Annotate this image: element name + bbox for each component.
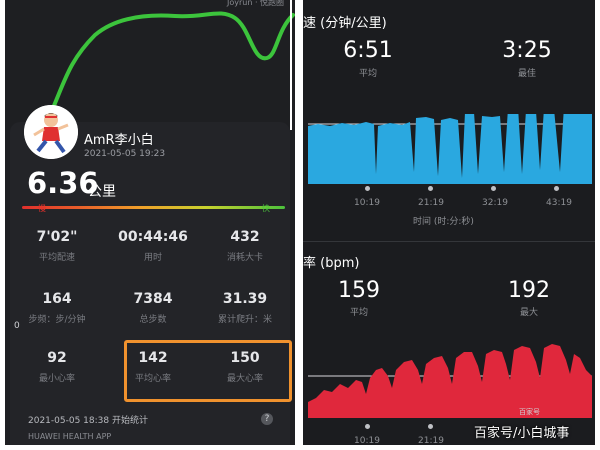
heart-avg-label: 平均 <box>349 308 368 318</box>
section-divider <box>303 241 595 242</box>
heart-x-tick: 10:19 <box>354 436 380 445</box>
x-axis-title: 时间 (时:分:秒) <box>413 217 474 227</box>
heart-rate-highlight-box <box>124 340 292 402</box>
pace-x-tick: 32:19 <box>482 198 508 208</box>
stat-value: 164 <box>42 291 72 307</box>
stat-elevation: 31.39 累计爬升：米 <box>202 291 288 325</box>
heart-rate-area <box>308 344 592 418</box>
source-app-label: HUAWEI HEALTH APP <box>28 432 112 441</box>
speed-gradient-bar <box>22 206 285 209</box>
stat-min-heart-rate: 92 最小心率 <box>14 350 100 384</box>
pace-x-tick: 21:19 <box>418 198 444 208</box>
stat-label: 消耗大卡 <box>226 253 263 263</box>
distance-unit: 公里 <box>88 184 116 200</box>
stat-value: 7384 <box>133 291 173 307</box>
pace-area <box>308 114 592 184</box>
stat-value: 00:44:46 <box>118 229 188 245</box>
help-icon[interactable]: ? <box>261 413 273 425</box>
stat-avg-heart-rate: 142 平均心率 <box>110 350 196 384</box>
stat-label: 平均心率 <box>134 374 171 384</box>
stat-label: 最大心率 <box>226 374 263 384</box>
x-axis-dot <box>428 424 433 429</box>
x-axis-dot <box>491 186 496 191</box>
stat-max-heart-rate: 150 最大心率 <box>202 350 288 384</box>
route-map <box>51 0 295 130</box>
record-start-time: 2021-05-05 18:38 开始统计 <box>28 416 148 426</box>
stat-value: 31.39 <box>222 291 268 307</box>
x-axis-dot <box>428 186 433 191</box>
heart-max-label: 最大 <box>519 308 538 318</box>
workout-summary-panel: Joyrun · 悦跑圈 0 m <box>5 0 295 445</box>
stat-steps: 7384 总步数 <box>110 291 196 325</box>
user-name: AmR李小白 <box>84 133 154 148</box>
pace-avg-value: 6:51 <box>343 38 393 63</box>
watermark-badge: 百家号 <box>519 408 540 416</box>
x-axis-dot <box>365 186 370 191</box>
pace-chart <box>308 114 592 184</box>
stat-duration: 00:44:46 用时 <box>110 229 196 263</box>
stat-value: 142 <box>138 350 168 366</box>
stat-label: 累计爬升：米 <box>217 315 272 325</box>
stat-label: 步频：步/分钟 <box>28 315 86 325</box>
heart-avg-value: 159 <box>338 278 380 303</box>
heart-rate-chart <box>308 344 592 418</box>
stat-value: 92 <box>47 350 67 366</box>
workout-datetime: 2021-05-05 19:23 <box>84 149 166 159</box>
x-axis-dot <box>554 186 559 191</box>
stat-value: 150 <box>230 350 260 366</box>
pace-x-tick: 43:19 <box>546 198 572 208</box>
stat-avg-pace: 7'02" 平均配速 <box>14 229 100 263</box>
heart-chart-title: 率 (bpm) <box>303 256 360 271</box>
pace-best-value: 3:25 <box>502 38 552 63</box>
map-scale-start: 0 <box>14 321 20 331</box>
pace-best-label: 最佳 <box>517 69 536 79</box>
pace-avg-label: 平均 <box>358 69 377 79</box>
app-watermark-text: Joyrun · 悦跑圈 <box>227 0 285 7</box>
heart-x-tick: 21:19 <box>418 436 444 445</box>
avatar[interactable] <box>24 105 78 159</box>
pace-chart-title: 速 (分钟/公里) <box>303 16 387 31</box>
watermark-text: 百家号/小白城事 <box>474 426 570 441</box>
stat-label: 总步数 <box>139 315 167 325</box>
stat-value: 432 <box>230 229 260 245</box>
summary-card <box>10 122 290 445</box>
workout-charts-panel: 速 (分钟/公里) 6:51 平均 3:25 最佳 10:19 21:19 32… <box>303 0 595 445</box>
x-axis-dot <box>365 424 370 429</box>
stat-label: 最小心率 <box>38 374 75 384</box>
stat-value: 7'02" <box>36 229 78 245</box>
stat-label: 用时 <box>143 253 162 263</box>
distance-value: 6.36 <box>27 166 99 200</box>
runner-avatar-icon <box>24 105 78 159</box>
stat-calories: 432 消耗大卡 <box>202 229 288 263</box>
speed-fast-label: 快 <box>262 204 270 213</box>
pace-x-tick: 10:19 <box>354 198 380 208</box>
stat-cadence: 164 步频：步/分钟 <box>14 291 100 325</box>
stat-label: 平均配速 <box>38 253 75 263</box>
speed-slow-label: 慢 <box>38 204 46 213</box>
heart-max-value: 192 <box>508 278 550 303</box>
